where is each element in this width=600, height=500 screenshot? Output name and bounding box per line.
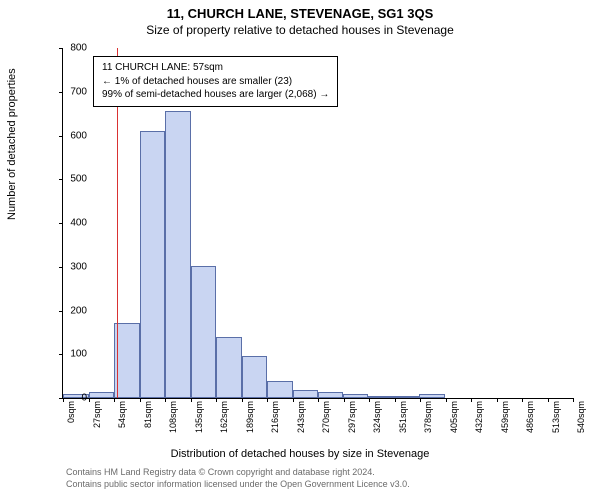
x-tick-label: 270sqm	[321, 401, 331, 433]
y-tick-label: 200	[59, 305, 87, 316]
x-tick-mark	[420, 398, 421, 402]
histogram-bar	[216, 337, 242, 398]
x-tick-mark	[140, 398, 141, 402]
x-tick-mark	[267, 398, 268, 402]
x-tick-mark	[369, 398, 370, 402]
y-tick-label: 300	[59, 261, 87, 272]
x-tick-label: 54sqm	[117, 401, 127, 428]
annotation-line2: ← 1% of detached houses are smaller (23)	[102, 75, 329, 89]
x-tick-label: 189sqm	[245, 401, 255, 433]
y-axis-label: Number of detached properties	[6, 68, 18, 220]
histogram-bar	[140, 131, 166, 398]
x-tick-mark	[89, 398, 90, 402]
x-tick-label: 540sqm	[576, 401, 586, 433]
annotation-line3: 99% of semi-detached houses are larger (…	[102, 88, 329, 102]
x-tick-mark	[573, 398, 574, 402]
histogram-bar	[267, 381, 293, 399]
x-tick-mark	[344, 398, 345, 402]
x-tick-label: 216sqm	[270, 401, 280, 433]
histogram-bar	[343, 394, 369, 398]
y-tick-label: 600	[59, 130, 87, 141]
x-tick-label: 81sqm	[143, 401, 153, 428]
histogram-bar	[242, 356, 268, 398]
histogram-bar	[394, 396, 420, 398]
x-tick-label: 351sqm	[398, 401, 408, 433]
histogram-bar	[318, 392, 343, 398]
histogram-bar	[293, 390, 319, 398]
footer-line1: Contains HM Land Registry data © Crown c…	[66, 467, 600, 479]
histogram-bar	[419, 394, 445, 398]
x-tick-label: 162sqm	[219, 401, 229, 433]
x-tick-mark	[114, 398, 115, 402]
footer-line2: Contains public sector information licen…	[66, 479, 600, 491]
x-tick-label: 135sqm	[194, 401, 204, 433]
annotation-line1: 11 CHURCH LANE: 57sqm	[102, 61, 329, 75]
y-tick-label: 700	[59, 86, 87, 97]
x-tick-mark	[191, 398, 192, 402]
x-tick-mark	[548, 398, 549, 402]
x-tick-mark	[395, 398, 396, 402]
page-title: 11, CHURCH LANE, STEVENAGE, SG1 3QS	[0, 0, 600, 21]
page-subtitle: Size of property relative to detached ho…	[0, 21, 600, 37]
x-axis-label: Distribution of detached houses by size …	[0, 448, 600, 460]
x-tick-mark	[446, 398, 447, 402]
x-tick-mark	[165, 398, 166, 402]
x-tick-label: 486sqm	[525, 401, 535, 433]
x-tick-mark	[318, 398, 319, 402]
x-tick-label: 297sqm	[347, 401, 357, 433]
y-tick-label: 500	[59, 174, 87, 185]
y-tick-label: 800	[59, 43, 87, 54]
annotation-box: 11 CHURCH LANE: 57sqm ← 1% of detached h…	[93, 56, 338, 107]
histogram-plot: 0sqm27sqm54sqm81sqm108sqm135sqm162sqm189…	[62, 48, 573, 399]
x-tick-label: 108sqm	[168, 401, 178, 433]
x-tick-mark	[242, 398, 243, 402]
x-tick-label: 378sqm	[423, 401, 433, 433]
x-tick-mark	[497, 398, 498, 402]
y-tick-label: 100	[59, 349, 87, 360]
chart-container: 11, CHURCH LANE, STEVENAGE, SG1 3QS Size…	[0, 0, 600, 500]
y-tick-label: 0	[59, 393, 87, 404]
x-tick-label: 513sqm	[551, 401, 561, 433]
x-tick-label: 243sqm	[296, 401, 306, 433]
histogram-bar	[165, 111, 191, 398]
x-tick-label: 27sqm	[92, 401, 102, 428]
y-tick-label: 400	[59, 218, 87, 229]
x-tick-mark	[522, 398, 523, 402]
x-tick-label: 459sqm	[500, 401, 510, 433]
histogram-bar	[89, 392, 115, 398]
x-tick-label: 0sqm	[66, 401, 76, 423]
x-tick-label: 405sqm	[449, 401, 459, 433]
footer-attribution: Contains HM Land Registry data © Crown c…	[66, 467, 600, 490]
histogram-bar	[368, 396, 394, 398]
x-tick-label: 324sqm	[372, 401, 382, 433]
x-tick-mark	[216, 398, 217, 402]
x-tick-mark	[293, 398, 294, 402]
histogram-bar	[191, 266, 217, 398]
x-tick-label: 432sqm	[474, 401, 484, 433]
x-tick-mark	[471, 398, 472, 402]
